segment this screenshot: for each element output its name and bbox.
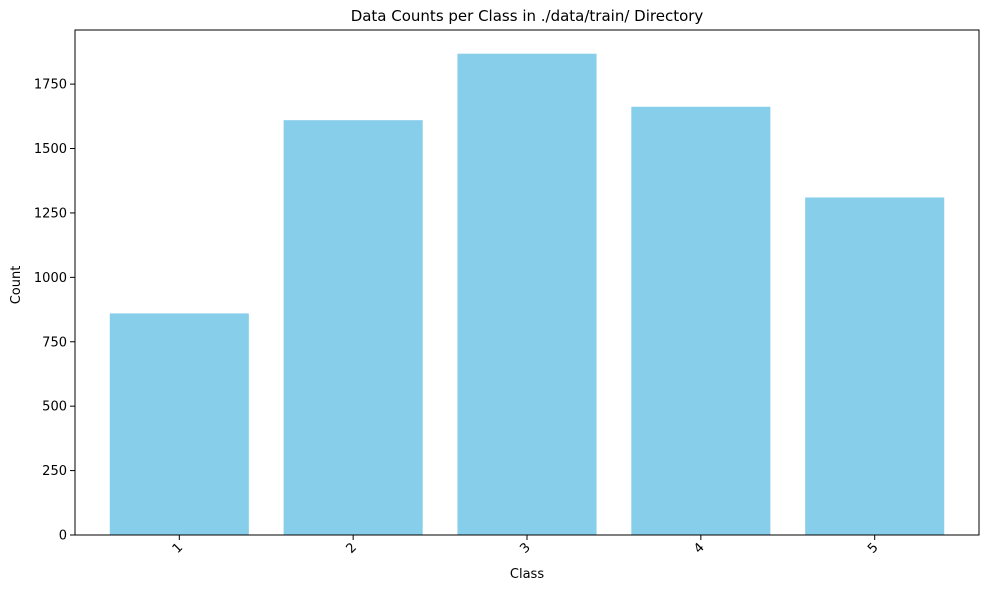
plot-frame — [74, 29, 980, 536]
y-tick-label: 1000 — [34, 271, 67, 286]
y-tick-label: 1500 — [34, 142, 67, 157]
y-tick-label: 750 — [42, 335, 67, 350]
bar-class-1 — [109, 313, 249, 535]
y-axis-label: Count — [9, 266, 24, 305]
x-axis-label: Class — [510, 567, 544, 582]
chart-title: Data Counts per Class in ./data/train/ D… — [351, 7, 704, 25]
y-tick-label: 1750 — [34, 78, 67, 93]
y-tick-label: 1250 — [34, 206, 67, 221]
bar-class-3 — [457, 53, 597, 536]
bar-class-2 — [283, 120, 423, 535]
y-tick-label: 0 — [59, 529, 67, 544]
y-axis: 0 250 500 750 1000 1250 1500 1750 — [34, 78, 75, 544]
bar-class-5 — [805, 197, 945, 535]
y-tick-label: 500 — [42, 400, 67, 415]
bars-group — [109, 53, 945, 536]
y-tick-label: 250 — [42, 464, 67, 479]
bar-class-4 — [631, 106, 771, 535]
